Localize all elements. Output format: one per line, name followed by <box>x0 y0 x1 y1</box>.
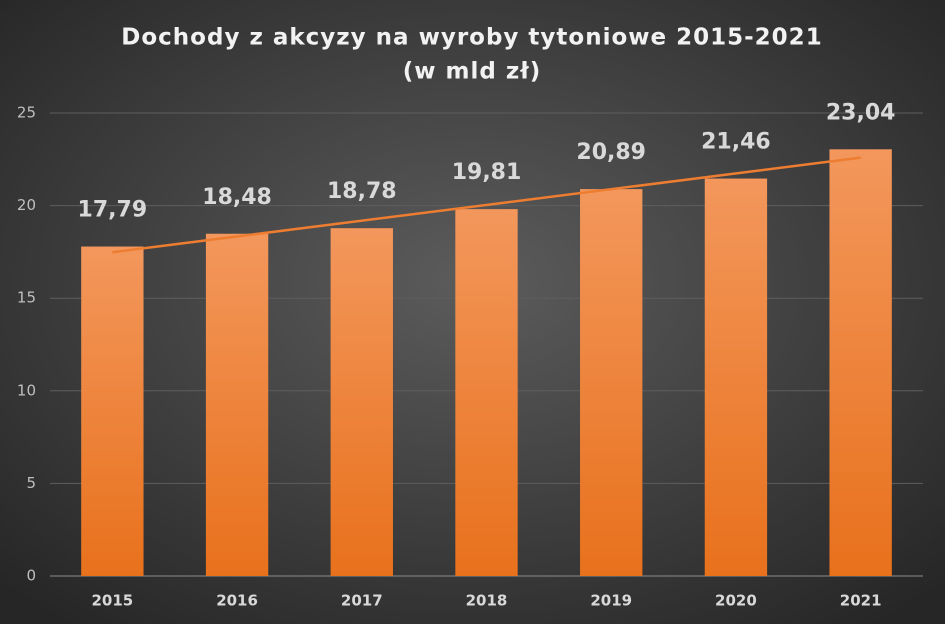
x-tick-label: 2017 <box>341 592 383 610</box>
chart-subtitle: (w mld zł) <box>403 59 542 85</box>
y-tick-label: 10 <box>17 381 36 399</box>
value-label: 19,81 <box>452 160 522 185</box>
y-tick-label: 25 <box>17 104 36 122</box>
bar <box>580 189 643 577</box>
value-label: 20,89 <box>576 140 646 165</box>
bar <box>704 178 768 577</box>
value-label: 17,79 <box>78 198 148 223</box>
x-tick-label: 2021 <box>840 592 882 610</box>
bar <box>455 209 518 576</box>
value-label: 18,78 <box>327 179 397 204</box>
bar <box>205 233 269 576</box>
x-tick-label: 2015 <box>91 592 133 610</box>
y-tick-label: 15 <box>17 289 36 307</box>
bar <box>829 149 892 576</box>
chart-title: Dochody z akcyzy na wyroby tytoniowe 201… <box>121 25 822 51</box>
x-tick-label: 2018 <box>466 592 508 610</box>
value-label: 23,04 <box>826 100 896 125</box>
trendline <box>112 156 861 254</box>
y-tick-label: 5 <box>26 474 36 492</box>
value-label: 21,46 <box>701 130 771 155</box>
x-tick-label: 2019 <box>590 592 632 610</box>
bar <box>81 246 144 576</box>
bar <box>330 228 393 576</box>
x-tick-label: 2020 <box>715 592 757 610</box>
x-tick-label: 2016 <box>216 592 258 610</box>
y-tick-label: 0 <box>26 567 36 585</box>
y-tick-label: 20 <box>17 196 36 214</box>
value-label: 18,48 <box>202 185 272 210</box>
